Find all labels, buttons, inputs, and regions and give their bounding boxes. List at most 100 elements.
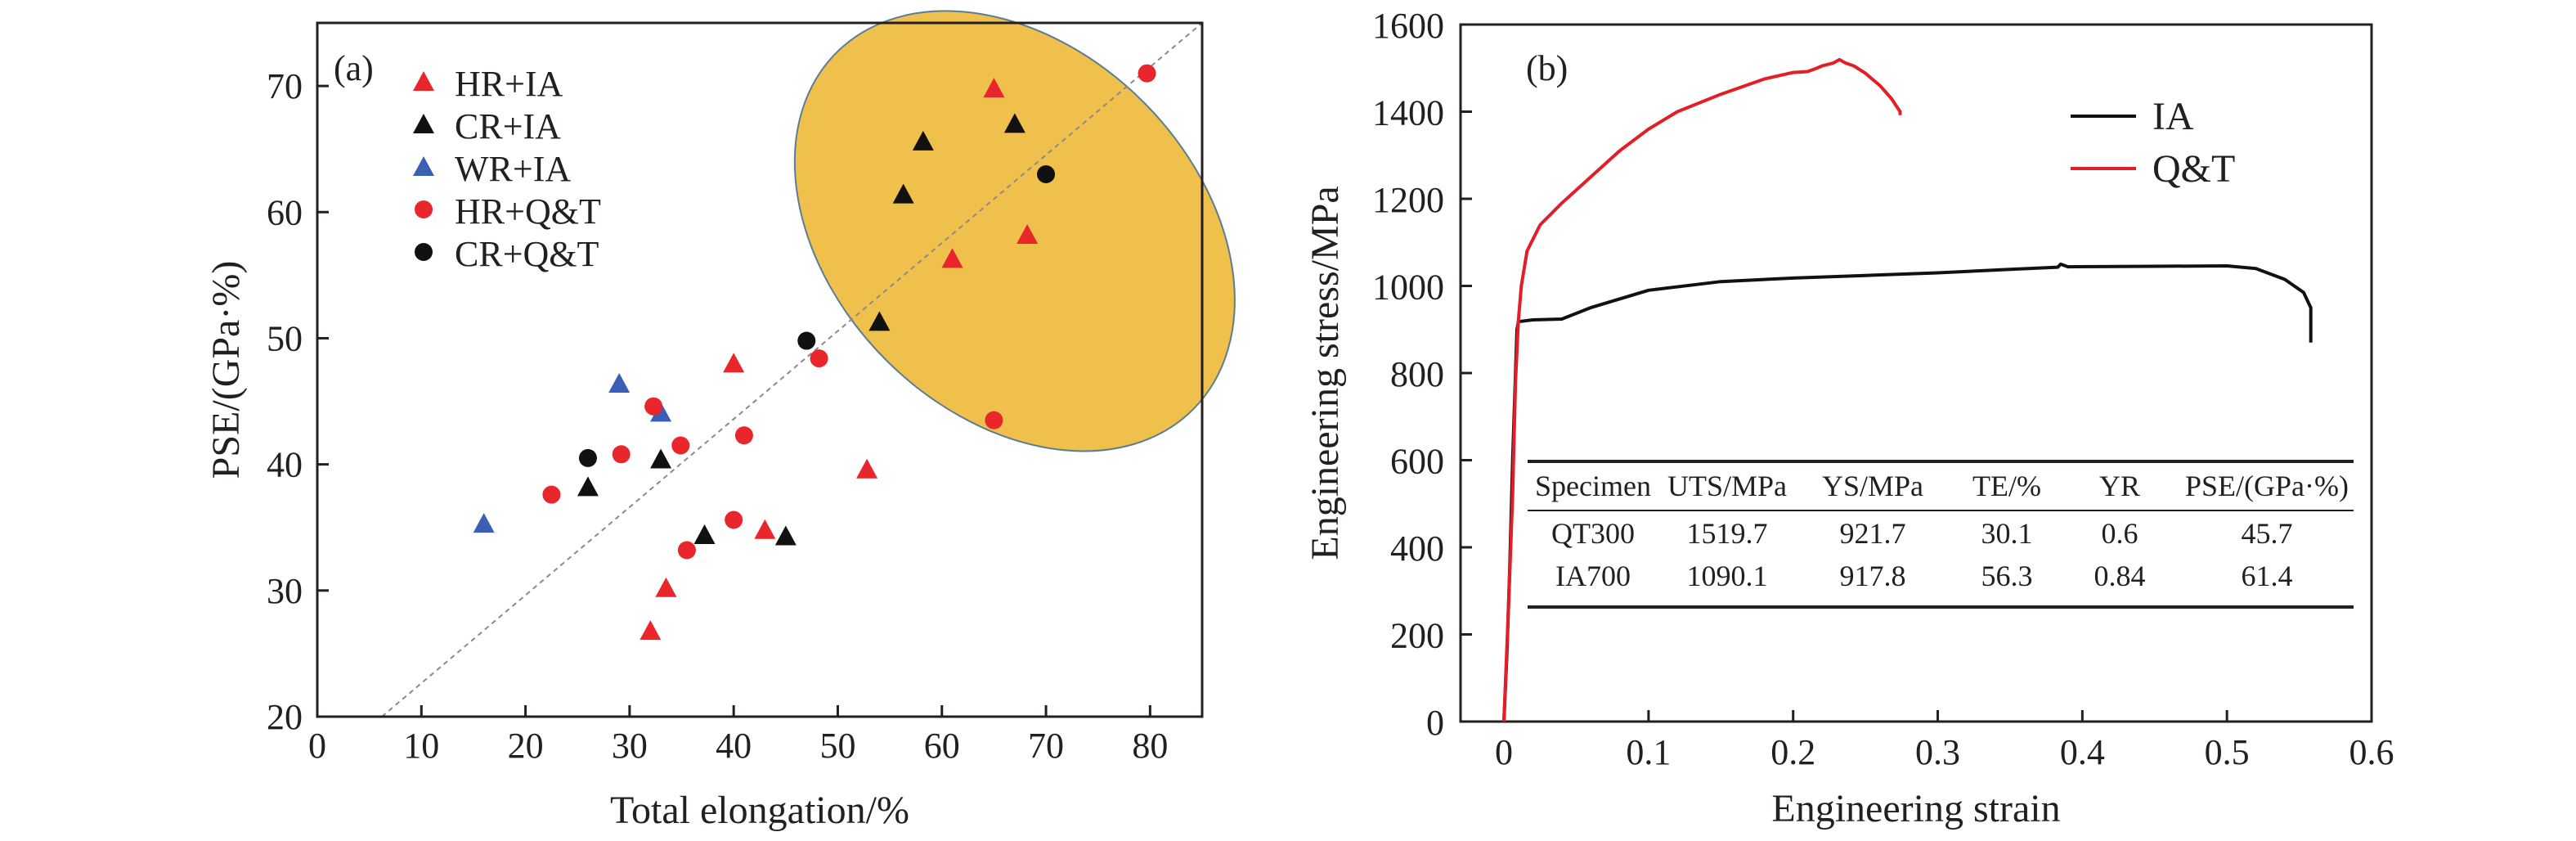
- table-header-cell: UTS/MPa: [1667, 470, 1787, 502]
- series-line-q-t: [1502, 57, 1902, 722]
- table-cell: 56.3: [1981, 560, 2033, 592]
- x-tick-label: 70: [1028, 726, 1064, 766]
- panel-b: 0 0.1 0.2 0.3 0.4 0.5 0.6 0 200 400 600 800 1000 1200…: [1304, 6, 2394, 830]
- y-tick-label: 1200: [1372, 180, 1444, 220]
- x-tick-label: 0.3: [1915, 732, 1960, 772]
- table-cell: 1519.7: [1687, 517, 1768, 550]
- data-point-hr-ia: [941, 248, 963, 268]
- data-point-cr-ia: [693, 524, 716, 544]
- x-tick-label: 0.6: [2349, 732, 2394, 772]
- data-point-hr-ia: [983, 78, 1005, 98]
- panel-label: (a): [334, 48, 374, 88]
- data-point-cr-ia: [774, 525, 797, 546]
- plot-frame: [1459, 23, 2373, 723]
- y-tick-label: 1000: [1372, 268, 1444, 308]
- y-tick-label: 60: [267, 192, 303, 232]
- table-cell: QT300: [1551, 517, 1635, 550]
- data-point-wr-ia: [473, 513, 495, 533]
- series-wr-ia: [473, 372, 672, 533]
- data-point-hr-q-t: [985, 411, 1003, 429]
- y-tick-label: 1400: [1372, 93, 1444, 133]
- data-point-cr-ia: [650, 448, 672, 469]
- x-axis-label: Engineering strain: [1771, 787, 2060, 830]
- panel-a: 0 10 20 30 40 50 60 70 80 20 30 40 50 60 70 Total elong…: [204, 10, 1236, 832]
- x-tick-label: 0.2: [1770, 732, 1815, 772]
- x-tick-label: 0: [1495, 732, 1513, 772]
- x-tick-label: 40: [716, 726, 752, 766]
- legend-marker-hr-q-t: [415, 200, 433, 218]
- y-tick-label: 50: [267, 318, 303, 358]
- y-tick-label: 400: [1390, 528, 1444, 569]
- data-point-cr-q-t: [578, 448, 597, 467]
- data-point-hr-ia: [1016, 224, 1039, 245]
- y-axis-label: Engineering stress/MPa: [1304, 186, 1347, 560]
- table-cell: 45.7: [2242, 517, 2293, 550]
- y-tick-label: 30: [267, 571, 303, 611]
- table-cell: 917.8: [1840, 560, 1906, 592]
- series-hr-q-t: [542, 64, 1156, 560]
- y-tick-label: 800: [1390, 354, 1444, 394]
- legend-label-cr-q-t: CR+Q&T: [455, 234, 599, 274]
- data-point-cr-q-t: [1037, 165, 1056, 184]
- y-tick-label: 600: [1390, 442, 1444, 482]
- x-tick-label: 60: [924, 726, 960, 766]
- legend-marker-hr-ia: [413, 71, 434, 91]
- table-cell: 921.7: [1840, 517, 1906, 550]
- table-cell: IA700: [1555, 560, 1631, 592]
- legend-label-wr-ia: WR+IA: [455, 149, 571, 189]
- x-tick-label: 80: [1132, 726, 1168, 766]
- data-point-cr-ia: [892, 183, 914, 204]
- x-tick-label: 30: [612, 726, 648, 766]
- table-header-cell: YR: [2099, 470, 2140, 502]
- data-point-hr-q-t: [542, 485, 561, 504]
- data-point-hr-q-t: [734, 426, 753, 445]
- data-point-hr-q-t: [612, 445, 631, 464]
- series-cr-q-t: [578, 165, 1056, 467]
- table-cell: 0.6: [2102, 517, 2138, 550]
- plot-frame: [316, 21, 1204, 718]
- table-header-cell: YS/MPa: [1822, 470, 1923, 502]
- data-point-cr-q-t: [797, 331, 816, 350]
- series-cr-ia: [577, 113, 1025, 546]
- data-point-cr-ia: [1003, 113, 1025, 133]
- legend-label-cr-ia: CR+IA: [455, 106, 561, 146]
- data-point-hr-q-t: [644, 397, 663, 416]
- table-cell: 1090.1: [1687, 560, 1768, 592]
- data-point-hr-q-t: [810, 349, 828, 368]
- y-tick-label: 0: [1426, 703, 1444, 743]
- y-tick-label: 20: [267, 697, 303, 737]
- trend-line: [381, 22, 1203, 717]
- x-tick-label: 0: [308, 726, 326, 766]
- data-point-wr-ia: [608, 372, 631, 393]
- y-tick-label: 200: [1390, 616, 1444, 656]
- data-point-hr-ia: [856, 458, 878, 479]
- data-point-hr-q-t: [725, 510, 743, 529]
- x-tick-label: 0.5: [2205, 732, 2250, 772]
- panel-label: (b): [1526, 48, 1568, 88]
- legend: IA Q&T: [2071, 95, 2235, 191]
- x-tick-label: 50: [819, 726, 855, 766]
- data-point-hr-ia: [754, 519, 776, 539]
- data-point-hr-q-t: [1138, 64, 1156, 83]
- legend-marker-cr-ia: [413, 114, 434, 133]
- x-tick-label: 0.1: [1626, 732, 1671, 772]
- legend-label-hr-q-t: HR+Q&T: [455, 191, 601, 232]
- y-tick-label: 1600: [1372, 6, 1444, 46]
- table-cell: 0.84: [2094, 560, 2146, 592]
- x-axis-label: Total elongation/%: [610, 789, 909, 832]
- data-point-hr-ia: [723, 353, 745, 373]
- table-header-cell: PSE/(GPa·%): [2185, 470, 2349, 502]
- legend-label-ia: IA: [2152, 95, 2194, 138]
- y-tick-label: 40: [267, 445, 303, 485]
- legend-label-hr-ia: HR+IA: [455, 64, 563, 104]
- x-tick-label: 10: [403, 726, 439, 766]
- table-header-cell: Specimen: [1535, 470, 1651, 502]
- legend-marker-wr-ia: [413, 156, 434, 176]
- data-point-hr-q-t: [677, 541, 696, 560]
- data-point-hr-q-t: [671, 436, 690, 455]
- y-tick-label: 70: [267, 66, 303, 106]
- data-point-cr-ia: [868, 311, 891, 331]
- data-point-cr-ia: [912, 130, 934, 151]
